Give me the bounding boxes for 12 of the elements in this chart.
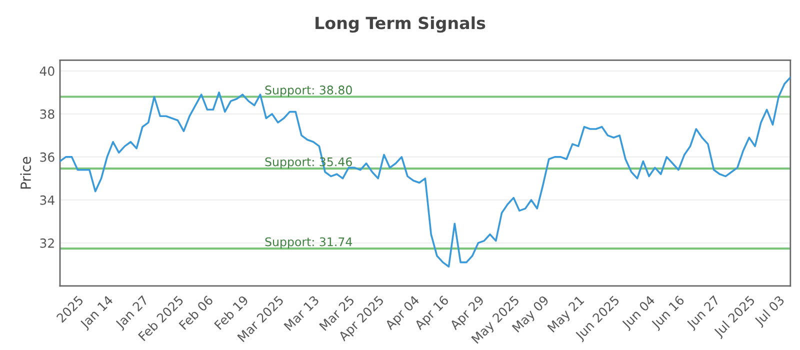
y-tick-label: 40	[40, 66, 54, 76]
ref-line-label: Support: 31.74	[265, 237, 352, 249]
y-tick-label: 32	[40, 238, 54, 248]
ref-line-label: Support: 38.80	[265, 86, 352, 97]
x-tick-label: Mar 13	[284, 295, 320, 331]
y-tick-label: 34	[40, 195, 54, 205]
chart-title: Long Term Signals	[316, 16, 486, 33]
y-tick-label: 38	[40, 109, 54, 119]
y-axis-title: Price	[20, 156, 31, 189]
y-tick-label: 36	[40, 152, 54, 162]
line-series	[60, 76, 790, 268]
x-tick-label: Jul 03	[753, 294, 786, 328]
